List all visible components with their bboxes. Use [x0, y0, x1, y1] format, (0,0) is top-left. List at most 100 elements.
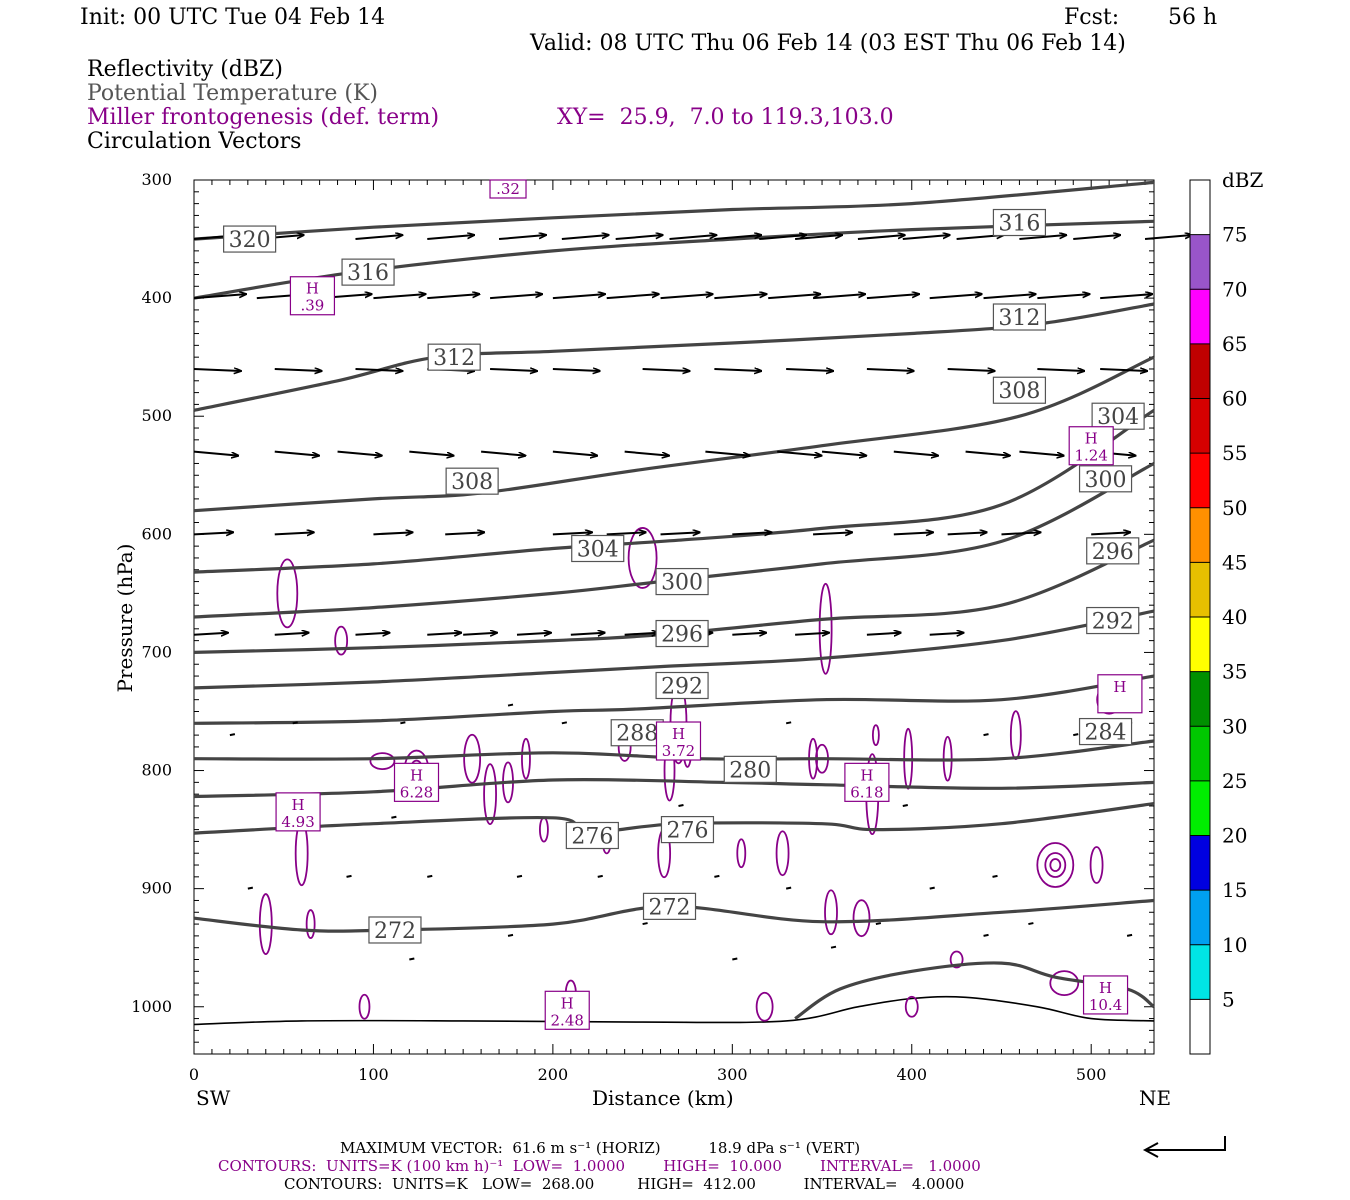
theta-label-312: 312	[992, 303, 1047, 331]
circulation-vector	[570, 633, 605, 635]
svg-text:6.28: 6.28	[400, 783, 433, 801]
circulation-vector	[866, 633, 901, 635]
circulation-vector	[983, 294, 1036, 300]
colorbar-segment	[1190, 780, 1210, 836]
colorbar-level-label: 70	[1222, 277, 1247, 301]
circulation-vector	[274, 450, 319, 456]
circulation-vector	[777, 450, 821, 456]
circulation-vector	[373, 532, 412, 534]
circulation-vector-small	[346, 874, 352, 878]
theta-contour-labels: 320 316 316 312 312 308 308 304 304 300 300 296 296 2…	[223, 208, 1145, 944]
colorbar-level-label: 15	[1222, 878, 1247, 902]
circulation-vector-small	[400, 721, 406, 725]
circulation-vector	[812, 294, 865, 300]
reflectivity-colorbar: 5 10 15 20 25 30 35 40 45 50 55 60 65 70 75	[1189, 179, 1247, 1055]
frontogenesis-max: H2.48	[544, 990, 590, 1030]
circulation-vector-small	[1126, 933, 1133, 937]
circulation-vector	[857, 235, 905, 241]
frontogenesis-cell	[1049, 970, 1080, 997]
circulation-vector	[1037, 294, 1089, 300]
x-tick-label: 200	[538, 1065, 569, 1084]
svg-text:272: 272	[649, 895, 691, 920]
svg-text:296: 296	[1092, 540, 1134, 565]
theta-contour-280	[193, 777, 1155, 799]
colorbar-level-label: 75	[1222, 223, 1247, 247]
frontogenesis-cell	[334, 625, 349, 656]
circulation-vector	[786, 369, 833, 371]
circulation-vector	[427, 633, 461, 635]
circulation-vector	[669, 235, 717, 241]
frontogenesis-cell	[736, 838, 747, 869]
svg-text:276: 276	[666, 819, 708, 844]
theta-contour-320	[193, 180, 1155, 241]
y-tick-label: 300	[141, 170, 172, 189]
circulation-vector-small	[785, 721, 792, 725]
field-circulation-vectors: Circulation Vectors	[87, 129, 302, 154]
theta-contour-304	[193, 408, 1155, 574]
colorbar-segment	[1190, 835, 1210, 891]
svg-text:272: 272	[374, 919, 416, 944]
svg-text:292: 292	[661, 675, 703, 700]
svg-text:2.48: 2.48	[551, 1011, 584, 1029]
theta-label-308: 308	[445, 467, 499, 495]
circulation-vector	[732, 633, 766, 635]
theta-label-280: 280	[723, 755, 777, 783]
svg-text:316: 316	[998, 212, 1040, 237]
circulation-vector	[705, 450, 749, 456]
circulation-vector	[929, 633, 964, 635]
colorbar-level-label: 65	[1222, 332, 1247, 356]
theta-label-296: 296	[1086, 537, 1140, 565]
circulation-vector	[463, 633, 497, 635]
forecast-hour: 56 h	[1168, 5, 1218, 30]
frontogenesis-cell	[1089, 846, 1104, 884]
circulation-vector	[929, 294, 982, 300]
frontogenesis-cell	[949, 950, 964, 969]
colorbar-level-label: 5	[1222, 987, 1235, 1011]
circulation-vector	[552, 450, 597, 456]
frontogenesis-cell	[258, 893, 273, 955]
colorbar-level-label: 30	[1222, 714, 1247, 738]
circulation-vector	[561, 235, 609, 241]
frontogenesis-cell	[818, 582, 833, 675]
circulation-vector-small	[983, 933, 989, 937]
circulation-vector	[759, 235, 806, 241]
theta-contour-272	[193, 898, 1155, 933]
field-frontogenesis: Miller frontogenesis (def. term)	[87, 105, 440, 130]
svg-text:304: 304	[577, 537, 619, 562]
circulation-vector	[795, 633, 829, 635]
circulation-vector-small	[409, 957, 415, 961]
theta-contour-288	[193, 674, 1155, 725]
circulation-vector	[490, 369, 537, 371]
circulation-vector	[445, 532, 484, 534]
max-vector-info: MAXIMUM VECTOR: 61.6 m s⁻¹ (HORIZ) 18.9 …	[340, 1139, 861, 1157]
frontogenesis-cell	[824, 889, 838, 936]
theta-label-288: 288	[610, 719, 664, 747]
circulation-vector	[660, 294, 713, 300]
svg-text:312: 312	[433, 346, 475, 371]
y-axis-label: Pressure (hPa)	[113, 543, 137, 693]
circulation-vector	[795, 235, 842, 241]
circulation-vector-small	[642, 922, 648, 926]
circulation-vector	[947, 532, 987, 534]
theta-label-272: 272	[368, 916, 422, 944]
frontogenesis-max: H4.93	[275, 792, 321, 832]
frontogenesis-cell	[775, 830, 790, 877]
theta-label-300: 300	[655, 567, 709, 596]
frontogenesis-cell	[1044, 852, 1067, 878]
frontogenesis-cell	[358, 993, 371, 1020]
init-time: Init: 00 UTC Tue 04 Feb 14	[80, 5, 386, 30]
circulation-vector	[552, 532, 592, 534]
frontogenesis-cell	[904, 995, 919, 1018]
circulation-vector	[624, 633, 659, 635]
svg-text:10.4: 10.4	[1089, 996, 1122, 1014]
frontogenesis-cell	[539, 816, 549, 843]
circulation-vector-small	[992, 874, 998, 878]
circulation-vector	[893, 532, 933, 534]
circulation-vector	[965, 450, 1010, 456]
circulation-vector	[337, 450, 382, 456]
svg-text:320: 320	[229, 228, 271, 253]
svg-text:276: 276	[571, 825, 613, 850]
circulation-vector	[193, 450, 238, 456]
theta-label-272: 272	[642, 892, 697, 920]
theta-contour-info: CONTOURS: UNITS=K LOW= 268.00 HIGH= 412.…	[284, 1175, 965, 1193]
